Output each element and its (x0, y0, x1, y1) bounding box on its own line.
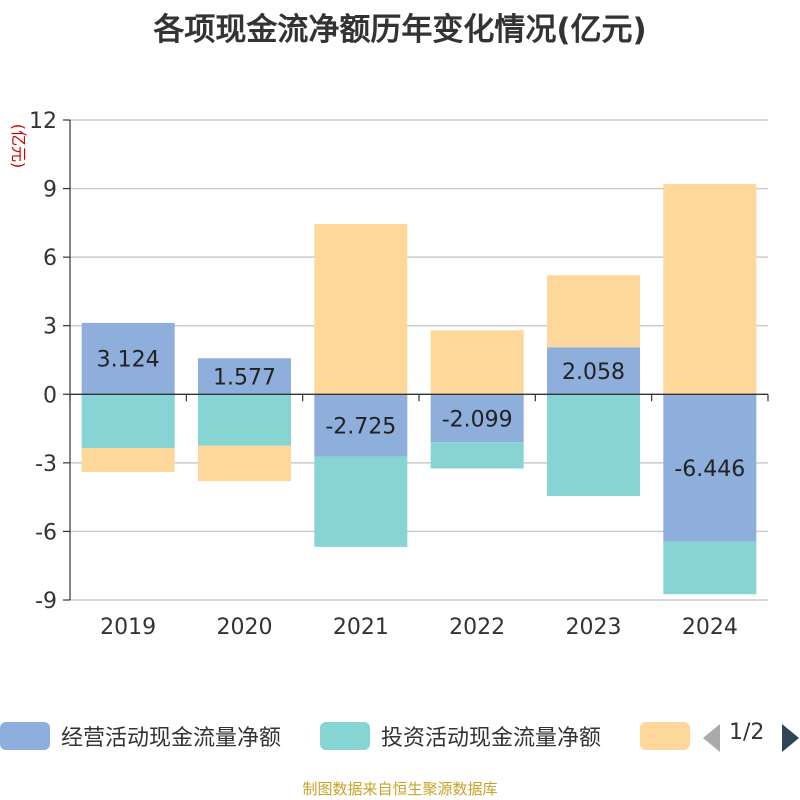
y-tick-label: -6 (35, 520, 57, 545)
legend-swatch-financing (640, 722, 690, 750)
bar-2019-series-2 (81, 448, 175, 472)
y-tick-label: -3 (35, 452, 57, 477)
bar-2020-series-2 (198, 445, 291, 482)
bar-2023-series-0 (547, 347, 640, 395)
bars[interactable] (81, 184, 757, 595)
bar-2020-series-0 (198, 358, 291, 395)
bar-2021-series-1 (314, 456, 408, 547)
y-tick-label: 9 (43, 178, 57, 203)
bar-2024-series-0 (663, 394, 757, 542)
bar-2023-series-1 (547, 394, 640, 496)
bar-2024-series-1 (663, 541, 757, 595)
x-tick-label-2024: 2024 (682, 615, 738, 640)
data-label-2019: 3.124 (97, 348, 160, 373)
x-tick-label-2021: 2021 (333, 615, 389, 640)
data-label-2020: 1.577 (213, 365, 276, 390)
data-label-2023: 2.058 (562, 360, 625, 385)
x-tick-label-2019: 2019 (100, 615, 156, 640)
y-tick-label: 0 (43, 383, 57, 408)
legend-item-financing[interactable] (640, 716, 690, 756)
bar-2021-series-2 (314, 224, 408, 395)
data-labels: 3.124 1.577 -2.725 -2.099 2.058 -6.446 (97, 348, 746, 482)
legend-page-indicator: 1/2 (729, 720, 765, 745)
x-tick-label-2023: 2023 (566, 615, 622, 640)
bar-2019-series-0 (81, 322, 175, 395)
y-tick-label: 3 (43, 315, 57, 340)
x-tick-label-2020: 2020 (217, 615, 273, 640)
bar-2019-series-1 (81, 394, 175, 448)
bar-2022-series-0 (430, 394, 524, 443)
source-note: 制图数据来自恒生聚源数据库 (302, 780, 498, 798)
y-tick-label: 6 (43, 246, 57, 271)
y-axis-unit-label: (亿元) (9, 124, 28, 169)
x-tick-label-2022: 2022 (449, 615, 505, 640)
legend-next-page-icon[interactable] (782, 724, 799, 752)
data-label-2022: -2.099 (442, 407, 513, 432)
bar-2024-series-2 (663, 184, 757, 395)
legend-swatch-investing (320, 722, 370, 750)
y-tick-label: 12 (29, 109, 57, 134)
bar-2022-series-2 (430, 330, 524, 395)
legend-prev-page-icon[interactable] (703, 724, 720, 752)
chart-plot: 12 9 6 3 0 -3 -6 -9 2019 2020 2021 2022 2023 2024 3.1… (9, 109, 769, 640)
legend-label-investing: 投资活动现金流量净额 (381, 726, 602, 751)
bar-2022-series-1 (430, 442, 524, 469)
bar-2023-series-2 (547, 275, 640, 348)
legend-item-operating[interactable]: 经营活动现金流量净额 (0, 716, 281, 756)
legend: 经营活动现金流量净额 投资活动现金流量净额 1/2 (0, 716, 800, 756)
legend-item-investing[interactable]: 投资活动现金流量净额 (320, 716, 601, 756)
data-label-2024: -6.446 (674, 457, 745, 482)
legend-label-operating: 经营活动现金流量净额 (61, 726, 282, 751)
bar-2021-series-0 (314, 394, 408, 457)
data-label-2021: -2.725 (325, 414, 396, 439)
grid-lines (70, 119, 768, 601)
axes: 12 9 6 3 0 -3 -6 -9 2019 2020 2021 2022 2023 2024 (29, 109, 769, 640)
y-tick-label: -9 (35, 589, 57, 614)
bar-2020-series-1 (198, 394, 291, 446)
legend-swatch-operating (0, 722, 50, 750)
chart-title: 各项现金流净额历年变化情况(亿元) (153, 12, 647, 48)
